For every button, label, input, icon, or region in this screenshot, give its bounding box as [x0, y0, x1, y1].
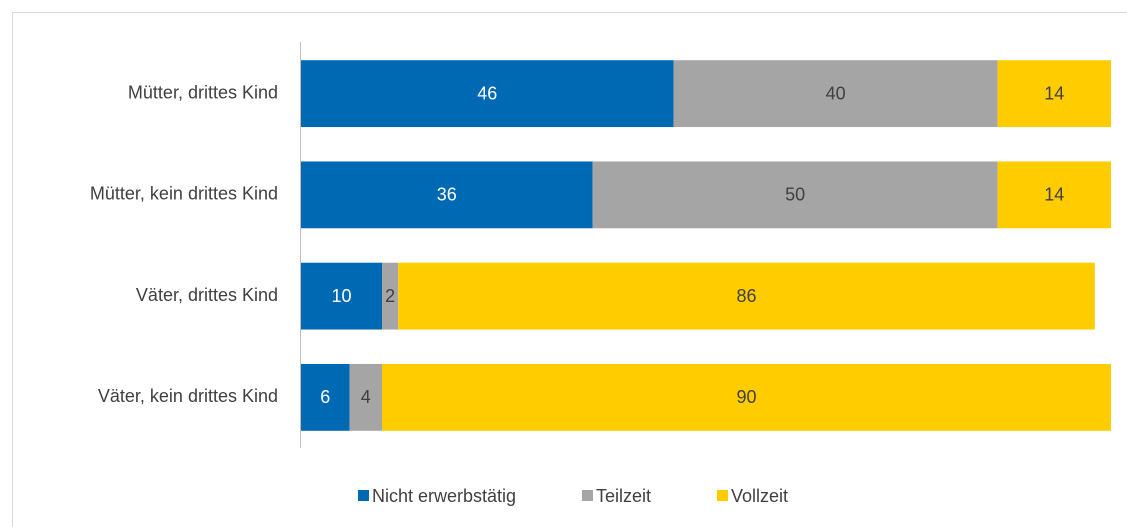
bar-segment: [673, 60, 998, 128]
data-label: 2: [385, 286, 395, 306]
data-label: 90: [736, 387, 756, 407]
data-label: 14: [1044, 83, 1064, 103]
chart-frame: [12, 12, 1127, 527]
category-label: Mütter, kein drittes Kind: [90, 184, 278, 204]
legend-swatch: [582, 490, 593, 501]
data-label: 6: [320, 387, 330, 407]
bar-segment: [997, 60, 1111, 128]
data-label: 14: [1044, 185, 1064, 205]
data-label: 40: [826, 83, 846, 103]
bar-segment: [997, 161, 1111, 229]
legend-label: Vollzeit: [731, 486, 788, 506]
data-label: 10: [331, 286, 351, 306]
bar-segment: [301, 60, 674, 128]
bar-segment: [382, 363, 1111, 431]
bar-segment: [398, 262, 1095, 330]
legend-swatch: [358, 490, 369, 501]
legend-swatch: [717, 490, 728, 501]
bar-segment: [301, 262, 382, 330]
category-label: Väter, drittes Kind: [136, 285, 278, 305]
category-label: Väter, kein drittes Kind: [98, 386, 278, 406]
data-label: 4: [361, 387, 371, 407]
bar-segment: [382, 262, 399, 330]
bar-segment: [349, 363, 382, 431]
data-label: 46: [477, 83, 497, 103]
legend-label: Teilzeit: [596, 486, 651, 506]
data-label: 36: [437, 185, 457, 205]
bar-segment: [301, 363, 350, 431]
legend-label: Nicht erwerbstätig: [372, 486, 516, 506]
category-label: Mütter, drittes Kind: [128, 82, 278, 102]
bar-segment: [301, 161, 593, 229]
bar-segment: [592, 161, 998, 229]
data-label: 86: [736, 286, 756, 306]
data-label: 50: [785, 185, 805, 205]
